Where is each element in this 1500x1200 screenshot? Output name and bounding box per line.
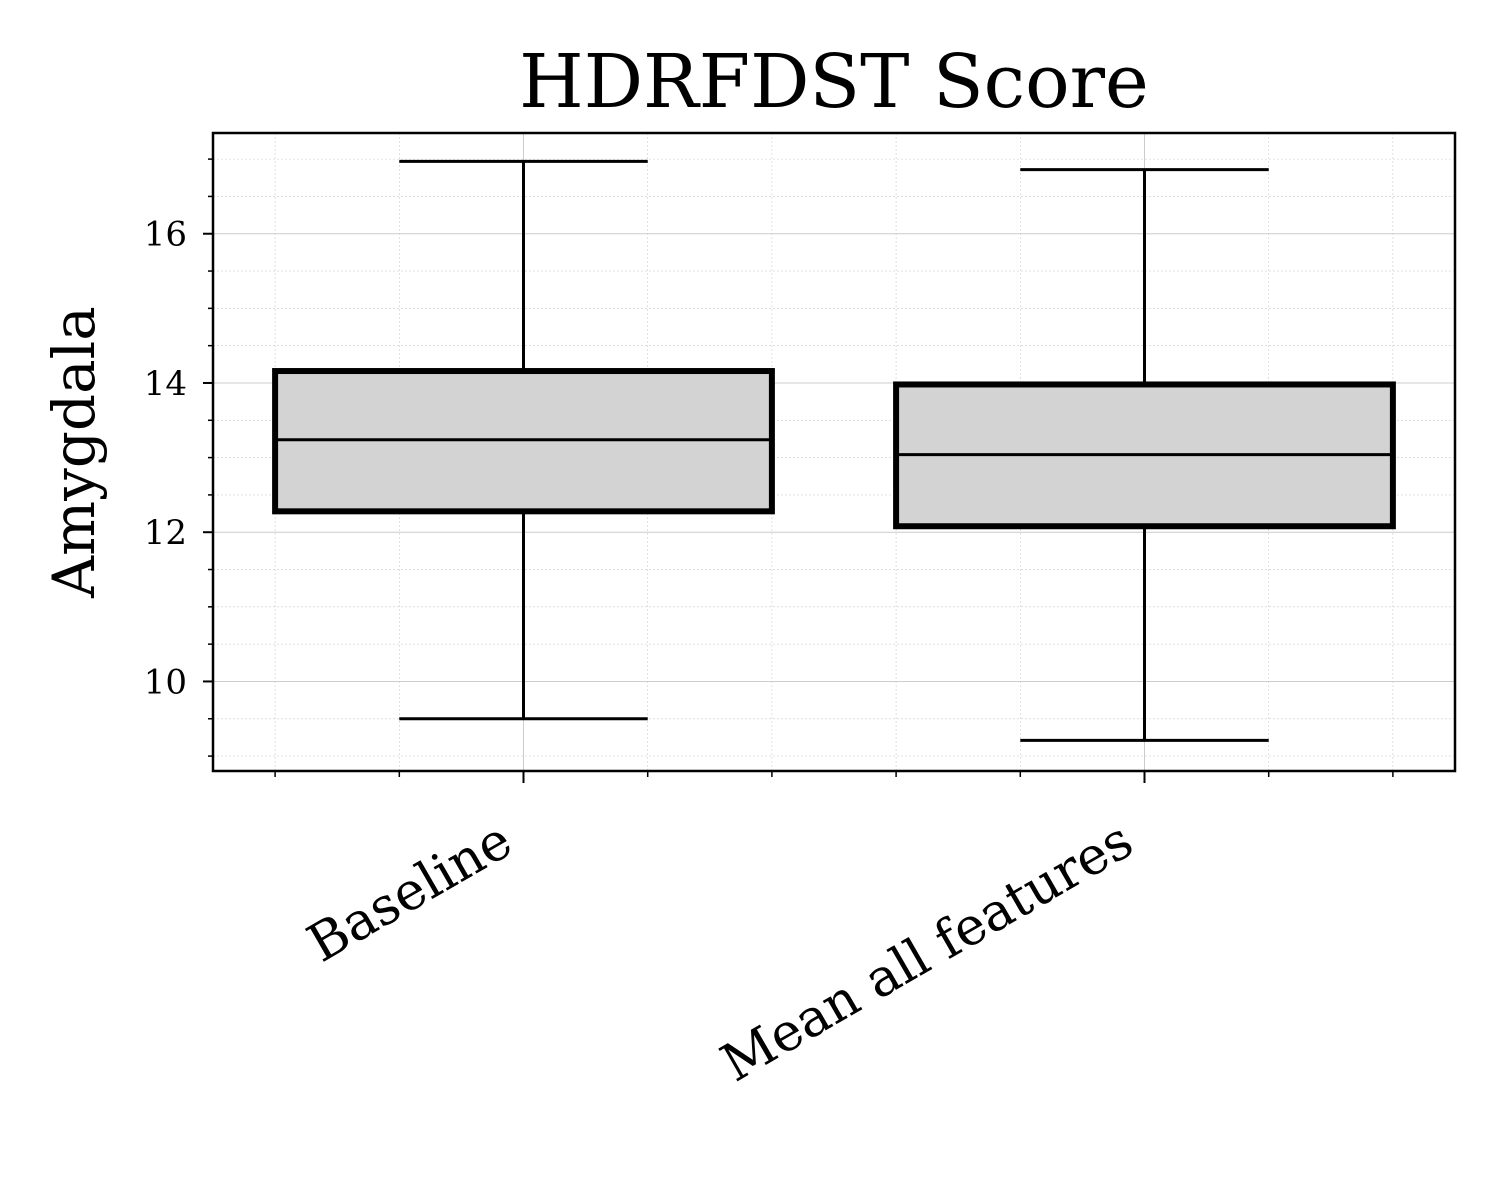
y-tick-label: 14 [144,364,187,404]
plot-frame [211,131,1457,773]
chart-title: HDRFDST Score [519,39,1149,125]
axes: 10 12 14 16 Baseline Mean all features [144,131,1457,1094]
x-tick-label: Baseline [298,810,522,974]
y-tick-label: 16 [144,215,187,255]
box-series [272,159,1396,742]
y-tick-label: 12 [144,513,187,553]
box-group [272,159,775,721]
y-axis-label: Amygdala [40,306,108,599]
box-group [893,168,1396,742]
y-tick-label: 10 [144,662,187,702]
x-tick-label: Mean all features [712,810,1143,1094]
